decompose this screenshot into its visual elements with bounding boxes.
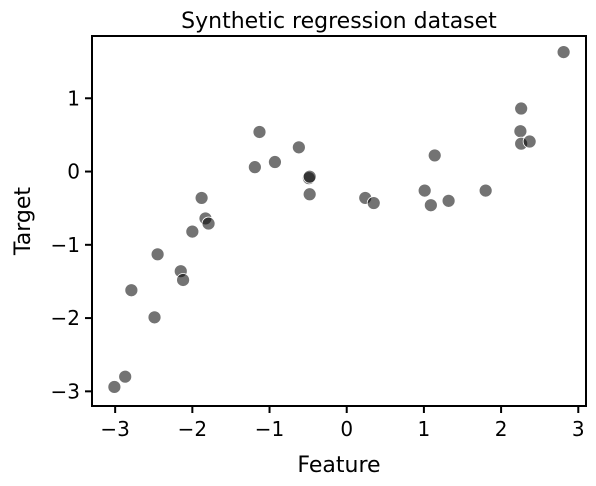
- x-axis: −3 −2 −1 0 1 2 3: [100, 406, 585, 441]
- data-point: [556, 45, 571, 60]
- data-point: [302, 169, 317, 184]
- x-axis-label: Feature: [297, 453, 380, 478]
- y-tick-label: −2: [51, 306, 80, 330]
- data-point: [194, 191, 209, 205]
- data-point: [441, 193, 456, 208]
- x-tick-label: 3: [572, 417, 585, 441]
- data-point: [366, 196, 381, 210]
- x-tick-label: −1: [255, 417, 284, 441]
- x-tick-label: 0: [340, 417, 353, 441]
- y-tick-label: 0: [67, 160, 80, 184]
- data-points: [107, 45, 571, 394]
- data-point: [478, 183, 493, 198]
- data-point: [118, 369, 133, 384]
- data-point: [201, 216, 216, 231]
- plot-frame: [91, 35, 587, 407]
- data-point: [124, 283, 139, 298]
- data-point: [302, 187, 317, 202]
- data-point: [252, 125, 267, 139]
- data-point: [522, 134, 537, 149]
- x-tick-label: −3: [100, 417, 129, 441]
- data-point: [185, 224, 200, 239]
- x-tick-label: 1: [418, 417, 431, 441]
- data-point: [107, 380, 122, 394]
- y-axis-label: Target: [11, 187, 36, 256]
- data-point: [417, 183, 432, 198]
- y-tick-label: 1: [67, 86, 80, 110]
- y-axis: −3 −2 −1 0 1: [51, 86, 92, 403]
- data-point: [513, 124, 528, 139]
- x-tick-label: 2: [495, 417, 508, 441]
- chart-title: Synthetic regression dataset: [181, 9, 497, 34]
- x-tick-label: −2: [178, 417, 207, 441]
- data-point: [176, 273, 190, 287]
- y-tick-label: −1: [51, 233, 80, 257]
- data-point: [247, 160, 262, 175]
- data-point: [427, 148, 442, 163]
- data-point: [268, 155, 282, 169]
- data-point: [150, 247, 165, 262]
- y-tick-label: −3: [51, 379, 80, 403]
- data-point: [147, 310, 162, 325]
- data-point: [291, 140, 306, 155]
- data-point: [423, 198, 438, 213]
- data-point: [514, 101, 529, 116]
